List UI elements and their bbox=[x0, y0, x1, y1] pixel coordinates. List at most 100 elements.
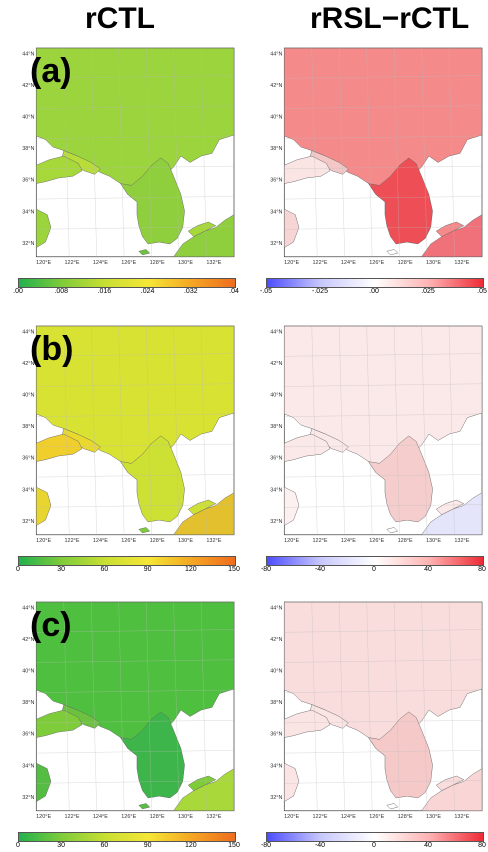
meridian-line bbox=[200, 48, 207, 257]
colorbar-tick-label: 60 bbox=[100, 842, 109, 849]
map-panel-left-2: 44°N 42°N 40°N 38°N 36°N 34°N 32°N 120°E 122°E 12… bbox=[18, 316, 235, 554]
colorbar-tick-label: 150 bbox=[228, 566, 240, 573]
lat-label: 44°N bbox=[270, 51, 282, 57]
lon-label: 120°E bbox=[284, 814, 299, 820]
colorbar-tick-label: 90 bbox=[143, 842, 152, 849]
meridian-line bbox=[393, 326, 400, 535]
lat-label: 36°N bbox=[22, 456, 34, 462]
colorbar-tick-label: 30 bbox=[57, 566, 66, 573]
colorbar-gradient bbox=[18, 556, 236, 566]
lon-label: 128°E bbox=[150, 260, 165, 266]
lat-label: 44°N bbox=[22, 329, 34, 335]
meridian-line bbox=[448, 602, 455, 811]
colorbar-gradient bbox=[266, 278, 484, 288]
land-shandong bbox=[36, 433, 83, 462]
lat-label: 32°N bbox=[270, 795, 282, 801]
land-jiangsu bbox=[36, 486, 52, 527]
lon-label: 124°E bbox=[93, 814, 108, 820]
lon-label: 128°E bbox=[150, 814, 165, 820]
land-japan2 bbox=[187, 499, 217, 515]
colorbar-tick-label: 120 bbox=[184, 842, 197, 849]
land-shandong bbox=[284, 709, 331, 738]
lat-label: 32°N bbox=[22, 241, 34, 247]
lon-label: 132°E bbox=[206, 260, 221, 266]
colorbar-tick-label: 0 bbox=[372, 842, 376, 849]
parallel-line bbox=[284, 504, 483, 508]
lat-label: 44°N bbox=[22, 51, 34, 57]
parallel-line bbox=[36, 750, 235, 754]
land-shandong bbox=[284, 155, 331, 184]
colorbar-left-1: .00 .008 .016 .024 .032 .04 bbox=[13, 278, 239, 298]
lat-label: 40°N bbox=[22, 393, 34, 399]
land-jiangsu bbox=[284, 486, 300, 527]
parallel-line bbox=[36, 196, 235, 200]
colorbar-tick-label: 0 bbox=[16, 566, 20, 573]
lat-label: 44°N bbox=[22, 605, 34, 611]
lon-label: 130°E bbox=[178, 814, 193, 820]
meridian-line bbox=[311, 602, 318, 811]
lon-label: 120°E bbox=[36, 814, 51, 820]
meridian-line bbox=[91, 326, 97, 535]
colorbar-tick-label: -40 bbox=[314, 842, 326, 849]
parallel-line bbox=[284, 659, 483, 663]
lon-label: 124°E bbox=[341, 260, 356, 266]
parallel-line bbox=[284, 196, 483, 200]
lat-label: 32°N bbox=[22, 519, 34, 525]
meridian-line bbox=[200, 326, 207, 535]
lon-label: 132°E bbox=[206, 814, 221, 820]
parallel-line bbox=[284, 166, 483, 170]
lat-label: 40°N bbox=[270, 669, 282, 675]
lon-label: 132°E bbox=[454, 814, 469, 820]
parallel-line bbox=[284, 750, 483, 754]
land-japan bbox=[421, 768, 483, 811]
meridian-line bbox=[91, 602, 97, 811]
parallel-line bbox=[284, 413, 483, 417]
land-japan bbox=[173, 214, 235, 257]
lon-label: 122°E bbox=[64, 814, 79, 820]
meridian-line bbox=[173, 48, 180, 257]
lat-label: 38°N bbox=[22, 146, 34, 152]
lat-label: 34°N bbox=[22, 487, 34, 493]
lon-label: 120°E bbox=[36, 538, 51, 544]
land-jeju bbox=[138, 249, 151, 256]
colorbar-tick-label: -.025 bbox=[312, 288, 328, 295]
lon-label: 130°E bbox=[426, 814, 441, 820]
meridian-line bbox=[145, 48, 152, 257]
lat-label: 40°N bbox=[270, 115, 282, 121]
lon-label: 122°E bbox=[312, 814, 327, 820]
land-korea bbox=[120, 711, 185, 799]
lat-label: 40°N bbox=[270, 393, 282, 399]
parallel-line bbox=[284, 135, 483, 139]
meridian-line bbox=[311, 326, 318, 535]
colorbar-right-3: -80 -40 0 40 80 bbox=[261, 832, 486, 852]
meridian-line bbox=[91, 48, 97, 257]
colorbar-tick-label: 0 bbox=[372, 566, 376, 573]
meridian-line bbox=[63, 602, 70, 811]
map-panel-right-3: 44°N 42°N 40°N 38°N 36°N 34°N 32°N 120°E 122°E 12… bbox=[266, 592, 483, 830]
lat-label: 42°N bbox=[22, 83, 34, 89]
meridian-line bbox=[421, 602, 428, 811]
land-japan2 bbox=[187, 775, 217, 791]
map-panel-left-3: 44°N 42°N 40°N 38°N 36°N 34°N 32°N 120°E 122°E 12… bbox=[18, 592, 235, 830]
meridian-line bbox=[339, 326, 345, 535]
land-japan2 bbox=[435, 499, 465, 515]
land-shandong bbox=[36, 709, 83, 738]
colorbar-tick-label: 60 bbox=[100, 566, 109, 573]
meridian-line bbox=[448, 326, 455, 535]
lon-label: 124°E bbox=[341, 814, 356, 820]
colorbar-tick-label: 150 bbox=[228, 842, 240, 849]
lon-label: 122°E bbox=[64, 538, 79, 544]
lon-label: 120°E bbox=[284, 260, 299, 266]
meridian-line bbox=[118, 48, 125, 257]
land-korea bbox=[120, 157, 185, 245]
lat-label: 34°N bbox=[22, 209, 34, 215]
colorbar-tick-label: .024 bbox=[140, 288, 155, 295]
lat-label: 32°N bbox=[270, 241, 282, 247]
parallel-line bbox=[36, 383, 235, 387]
lon-label: 120°E bbox=[36, 260, 51, 266]
parallel-line bbox=[284, 780, 483, 784]
lon-label: 124°E bbox=[93, 538, 108, 544]
panel-label: (c) bbox=[30, 606, 72, 644]
parallel-line bbox=[284, 689, 483, 693]
colorbar-tick-label: .00 bbox=[369, 288, 379, 295]
